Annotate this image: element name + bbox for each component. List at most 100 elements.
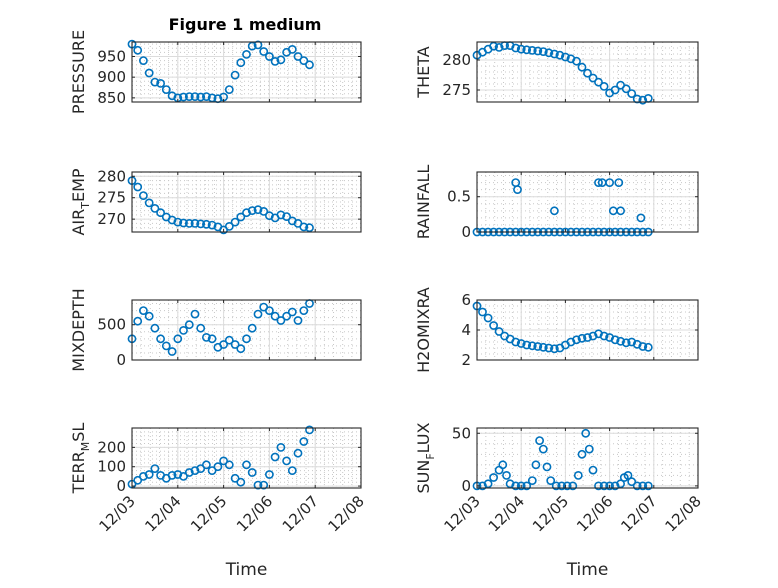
data-point bbox=[150, 203, 160, 213]
y-tick-label: 280 bbox=[442, 51, 471, 69]
data-point bbox=[219, 456, 228, 466]
data-point bbox=[242, 50, 251, 59]
data-point bbox=[270, 311, 280, 321]
data-point bbox=[230, 473, 240, 483]
data-point bbox=[242, 460, 251, 470]
data-point bbox=[546, 476, 556, 485]
data-point bbox=[219, 340, 228, 349]
data-point bbox=[259, 480, 269, 490]
y-tick-label: 280 bbox=[97, 167, 126, 185]
data-point bbox=[305, 60, 314, 70]
data-point bbox=[138, 306, 148, 315]
plot-rainfall: 0 0.5 RAINFALL bbox=[414, 165, 699, 241]
data-point bbox=[550, 344, 559, 354]
data-point bbox=[502, 470, 511, 480]
data-point bbox=[207, 220, 217, 230]
y-tick-label: 500 bbox=[97, 316, 126, 334]
data-point bbox=[270, 57, 280, 66]
data-point bbox=[511, 337, 521, 347]
plot-theta: 275 280 THETA bbox=[414, 41, 699, 105]
data-point bbox=[293, 448, 303, 458]
data-point bbox=[638, 95, 648, 105]
data-point bbox=[201, 219, 211, 229]
data-point bbox=[511, 481, 521, 491]
data-point bbox=[133, 182, 143, 192]
data-point bbox=[264, 306, 274, 315]
data-point bbox=[643, 342, 653, 352]
x-tick-label: 12/04 bbox=[485, 492, 528, 535]
data-point bbox=[173, 334, 183, 344]
y-axis-label: RAINFALL bbox=[414, 165, 433, 240]
y-tick-label: 200 bbox=[97, 438, 126, 456]
x-tick-label: 12/04 bbox=[141, 492, 184, 535]
y-tick-label: 4 bbox=[461, 321, 471, 339]
plot-air_temp: 270 275 280 AIRTEMP bbox=[69, 167, 362, 236]
data-point bbox=[184, 218, 194, 228]
y-axis-label-rest: SL bbox=[69, 423, 88, 442]
data-point bbox=[264, 470, 274, 479]
data-point bbox=[253, 480, 263, 490]
data-point bbox=[230, 217, 240, 227]
data-point bbox=[179, 218, 188, 228]
data-point bbox=[577, 333, 587, 343]
data-point bbox=[179, 471, 188, 481]
data-point bbox=[167, 470, 177, 480]
data-point bbox=[544, 48, 554, 58]
y-axis-label: MIXDEPTH bbox=[69, 288, 88, 371]
data-point bbox=[483, 313, 493, 323]
data-point bbox=[138, 471, 148, 481]
data-point bbox=[594, 77, 603, 87]
y-tick-label: 270 bbox=[97, 210, 126, 228]
data-point bbox=[550, 49, 559, 59]
data-point bbox=[305, 223, 314, 233]
axes-frame bbox=[476, 171, 699, 233]
data-point bbox=[133, 45, 143, 55]
data-point bbox=[242, 334, 251, 344]
data-point bbox=[207, 466, 217, 475]
data-point bbox=[247, 468, 257, 477]
data-point bbox=[150, 77, 160, 87]
data-point bbox=[599, 481, 609, 491]
data-point bbox=[161, 341, 171, 351]
x-tick-label: 12/07 bbox=[279, 492, 322, 535]
data-point bbox=[627, 89, 637, 98]
data-point bbox=[144, 470, 154, 479]
data-point bbox=[201, 460, 211, 470]
data-point bbox=[253, 205, 263, 215]
y-tick-label: 50 bbox=[452, 424, 471, 442]
axes-frame bbox=[131, 41, 362, 103]
plot-mixdepth: 0 500 MIXDEPTH bbox=[69, 288, 362, 372]
data-point bbox=[150, 464, 160, 473]
plot-h2omixra: 2 4 6 H2OMIXRA bbox=[414, 287, 699, 373]
y-tick-label: 0 bbox=[116, 351, 126, 369]
y-tick-label: 6 bbox=[461, 291, 471, 309]
data-point bbox=[144, 311, 154, 321]
data-point bbox=[282, 311, 291, 321]
data-point bbox=[293, 316, 303, 325]
data-point bbox=[196, 92, 206, 102]
data-point bbox=[562, 481, 572, 491]
y-axis-label-main: TERR bbox=[69, 451, 88, 494]
y-tick-label: 2 bbox=[461, 351, 471, 369]
data-point bbox=[478, 307, 487, 317]
data-point bbox=[643, 481, 653, 491]
data-point bbox=[599, 331, 609, 341]
data-point bbox=[282, 212, 291, 221]
data-point bbox=[522, 45, 532, 55]
data-point bbox=[616, 479, 625, 489]
data-point bbox=[305, 425, 314, 435]
axes-frame bbox=[476, 427, 699, 489]
data-point bbox=[594, 178, 603, 187]
x-tick-label: 12/08 bbox=[325, 492, 368, 535]
data-point bbox=[610, 85, 620, 95]
data-point bbox=[144, 68, 154, 78]
data-point bbox=[156, 208, 165, 218]
data-point bbox=[179, 325, 188, 335]
data-point bbox=[264, 52, 274, 61]
data-point bbox=[489, 473, 498, 482]
data-point bbox=[173, 217, 183, 227]
x-tick-label: 12/07 bbox=[617, 492, 660, 535]
data-point bbox=[638, 481, 648, 491]
data-point bbox=[627, 477, 637, 487]
